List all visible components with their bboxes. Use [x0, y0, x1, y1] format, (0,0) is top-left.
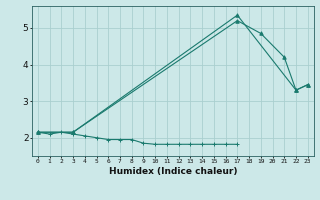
X-axis label: Humidex (Indice chaleur): Humidex (Indice chaleur) — [108, 167, 237, 176]
